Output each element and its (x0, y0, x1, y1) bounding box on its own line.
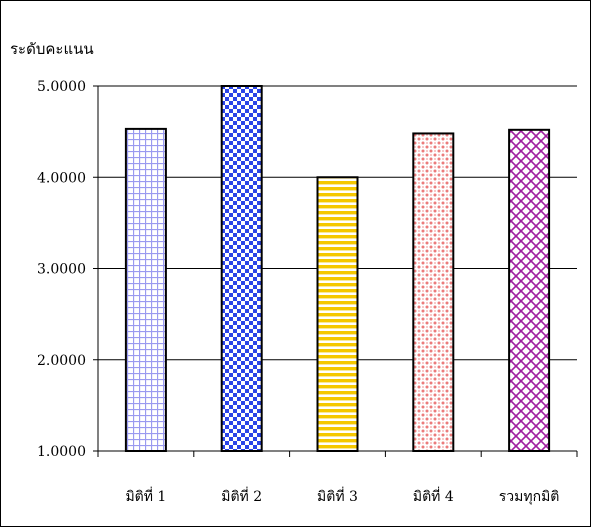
bar (508, 128, 551, 453)
y-tick-label: 4.0000 (37, 170, 86, 186)
y-tick-label: 5.0000 (37, 79, 86, 95)
x-tick-label: มิติที่ 1 (125, 487, 166, 505)
bar (412, 132, 455, 452)
y-axis-label: ระดับคะแนน (10, 40, 94, 58)
y-axis-ticks: 1.0000 2.0000 3.0000 4.0000 5.0000 (37, 79, 98, 460)
x-tick-label: มิติที่ 4 (413, 487, 454, 505)
x-tick-label: รวมทุกมิติ (499, 489, 560, 505)
y-tick-label: 1.0000 (37, 444, 86, 460)
y-tick-label: 3.0000 (37, 262, 86, 278)
y-tick-label: 2.0000 (37, 353, 86, 369)
x-tick-label: มิติที่ 3 (317, 487, 358, 505)
bar (220, 85, 263, 452)
x-tick-label: มิติที่ 2 (221, 487, 262, 505)
x-axis (97, 86, 577, 452)
bar (316, 176, 359, 452)
x-axis-ticks: มิติที่ 1 มิติที่ 2 มิติที่ 3 มิติที่ 4 รวมท… (97, 451, 578, 505)
bar (124, 127, 167, 452)
